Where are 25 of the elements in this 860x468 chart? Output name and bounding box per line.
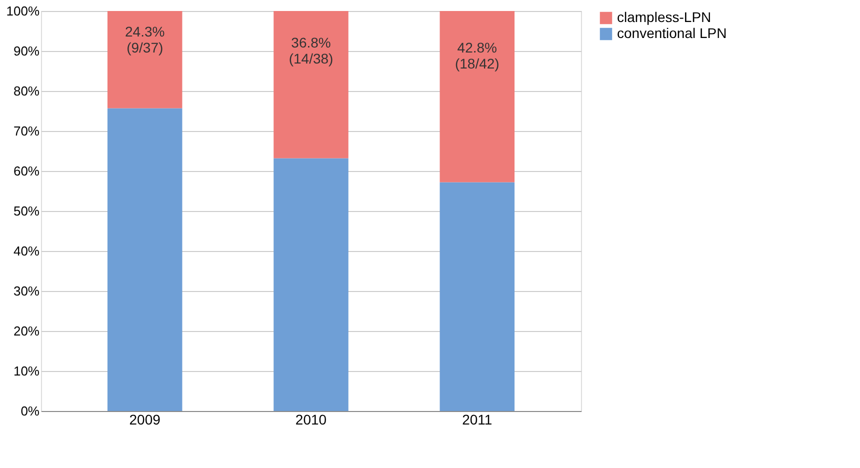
y-tick-label: 20% <box>13 324 40 338</box>
y-tick-label: 60% <box>13 164 40 178</box>
y-tick-label: 50% <box>13 204 40 218</box>
x-tick-label: 2010 <box>295 412 327 428</box>
bar <box>440 11 515 182</box>
data-label: 42.8% (18/42) <box>454 40 500 72</box>
y-tick-label: 80% <box>13 84 40 98</box>
data-label: 36.8% (14/38) <box>288 34 334 66</box>
x-tick-label: 2009 <box>129 412 161 428</box>
bar <box>107 108 182 411</box>
bar <box>274 11 348 158</box>
y-tick-label: 30% <box>13 284 40 298</box>
y-tick-label: 100% <box>6 4 40 18</box>
y-tick-label: 90% <box>13 44 40 58</box>
y-tick-label: 70% <box>13 124 40 138</box>
y-tick-label: 10% <box>13 364 40 378</box>
legend-label: conventional LPN <box>617 25 727 41</box>
bar <box>107 11 182 108</box>
x-tick-label: 2011 <box>462 412 492 428</box>
y-tick-label: 40% <box>13 244 40 258</box>
legend-label: clampless-LPN <box>617 9 712 25</box>
bar <box>440 182 515 411</box>
bar <box>274 158 348 411</box>
y-tick-label: 0% <box>20 404 40 418</box>
data-label: 24.3% (9/37) <box>124 23 165 56</box>
